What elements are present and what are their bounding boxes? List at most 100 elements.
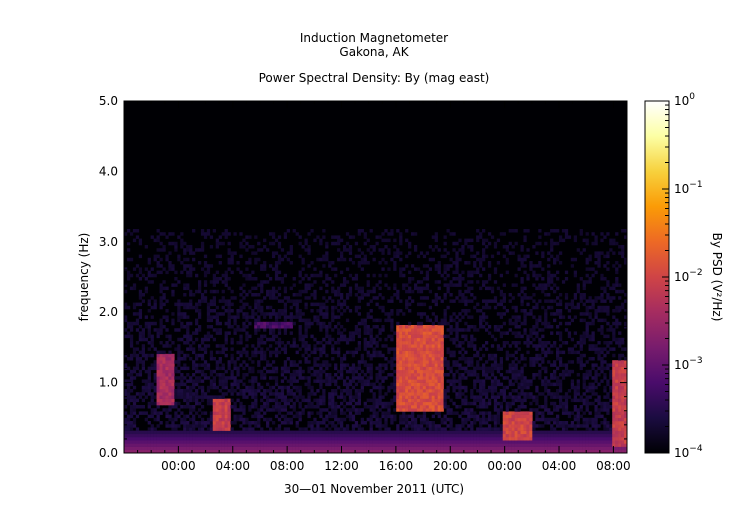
heatmap-cell bbox=[502, 331, 506, 335]
heatmap-cell bbox=[511, 360, 515, 364]
heatmap-cell bbox=[375, 379, 379, 383]
heatmap-cell bbox=[289, 421, 293, 425]
heatmap-cell bbox=[212, 443, 217, 447]
heatmap-cell bbox=[195, 430, 199, 435]
heatmap-cell bbox=[239, 350, 243, 355]
heatmap-cell bbox=[369, 382, 373, 387]
heatmap-cell bbox=[218, 443, 222, 447]
heatmap-cell bbox=[319, 437, 323, 441]
heatmap-cell bbox=[138, 309, 143, 313]
heatmap-cell bbox=[378, 421, 382, 425]
heatmap-cell bbox=[212, 299, 217, 303]
heatmap-cell bbox=[186, 286, 190, 291]
heatmap-cell bbox=[351, 373, 356, 377]
heatmap-cell bbox=[425, 315, 430, 319]
heatmap-cell bbox=[268, 430, 273, 435]
heatmap-cell bbox=[177, 414, 181, 419]
heatmap-cell bbox=[150, 273, 154, 278]
heatmap-cell bbox=[168, 395, 172, 399]
heatmap-cell bbox=[399, 414, 403, 419]
heatmap-cell bbox=[165, 341, 169, 345]
heatmap-cell bbox=[514, 325, 518, 329]
heatmap-cell bbox=[508, 392, 512, 396]
heatmap-cell bbox=[132, 417, 137, 422]
heatmap-cell bbox=[482, 369, 486, 374]
heatmap-cell bbox=[375, 401, 379, 406]
heatmap-cell bbox=[431, 353, 435, 358]
heatmap-cell bbox=[271, 289, 276, 294]
heatmap-cell bbox=[337, 427, 341, 431]
heatmap-cell bbox=[180, 325, 184, 329]
heatmap-cell bbox=[129, 373, 134, 377]
heatmap-cell bbox=[242, 238, 246, 243]
heatmap-cell bbox=[171, 449, 175, 454]
heatmap-cell bbox=[434, 238, 438, 243]
heatmap-cell bbox=[153, 257, 157, 262]
heatmap-cell bbox=[443, 312, 447, 316]
heatmap-cell bbox=[437, 296, 441, 300]
heatmap-cell bbox=[195, 443, 199, 447]
heatmap-cell bbox=[470, 299, 474, 303]
heatmap-cell bbox=[411, 232, 415, 236]
heatmap-cell bbox=[301, 398, 305, 403]
heatmap-cell bbox=[165, 235, 169, 239]
heatmap-cell bbox=[186, 440, 190, 444]
heatmap-cell bbox=[508, 379, 512, 383]
heatmap-cell bbox=[354, 328, 359, 332]
heatmap-cell bbox=[319, 341, 323, 345]
heatmap-cell bbox=[342, 430, 347, 435]
heatmap-cell bbox=[496, 238, 501, 243]
heatmap-cell bbox=[319, 430, 323, 435]
heatmap-cell bbox=[357, 232, 362, 236]
heatmap-cell bbox=[357, 286, 362, 291]
heatmap-cell bbox=[224, 280, 228, 284]
heatmap-cell bbox=[499, 331, 504, 335]
heatmap-cell bbox=[461, 376, 465, 380]
heatmap-cell bbox=[402, 337, 406, 342]
heatmap-cell bbox=[411, 382, 415, 387]
heatmap-cell bbox=[487, 446, 492, 451]
heatmap-cell bbox=[203, 421, 208, 425]
heatmap-cell bbox=[171, 430, 175, 435]
heatmap-cell bbox=[529, 414, 533, 419]
heatmap-cell bbox=[369, 408, 373, 412]
heatmap-cell bbox=[319, 286, 323, 291]
heatmap-cell bbox=[189, 273, 193, 278]
heatmap-cell bbox=[493, 379, 498, 383]
heatmap-cell bbox=[159, 299, 163, 303]
heatmap-cell bbox=[298, 360, 302, 364]
heatmap-cell bbox=[484, 395, 489, 399]
heatmap-cell bbox=[135, 440, 140, 444]
heatmap-cell bbox=[520, 373, 524, 377]
heatmap-cell bbox=[523, 328, 527, 332]
heatmap-cell bbox=[159, 446, 163, 451]
heatmap-cell bbox=[502, 430, 506, 435]
heatmap-cell bbox=[487, 414, 492, 419]
heatmap-cell bbox=[416, 366, 421, 371]
heatmap-cell bbox=[452, 353, 456, 358]
heatmap-cell bbox=[422, 337, 427, 342]
heatmap-cell bbox=[458, 357, 462, 361]
heatmap-cell bbox=[295, 395, 299, 399]
heatmap-cell bbox=[245, 248, 249, 252]
heatmap-cell bbox=[526, 414, 530, 419]
heatmap-cell bbox=[511, 382, 515, 387]
heatmap-cell bbox=[452, 411, 456, 415]
heatmap-cell bbox=[325, 366, 329, 371]
heatmap-cell bbox=[428, 334, 433, 339]
heatmap-cell bbox=[283, 405, 288, 409]
heatmap-cell bbox=[416, 392, 421, 396]
heatmap-cell bbox=[496, 401, 501, 406]
heatmap-cell bbox=[310, 389, 314, 393]
heatmap-cell bbox=[236, 369, 240, 374]
heatmap-cell bbox=[396, 334, 400, 339]
heatmap-cell bbox=[313, 315, 317, 319]
heatmap-cell bbox=[490, 299, 495, 303]
heatmap-cell bbox=[482, 305, 486, 310]
heatmap-cell bbox=[147, 369, 151, 374]
heatmap-cell bbox=[446, 405, 450, 409]
heatmap-cell bbox=[387, 401, 391, 406]
heatmap-cell bbox=[313, 238, 317, 243]
heatmap-cell bbox=[126, 270, 131, 275]
heatmap-cell bbox=[369, 299, 373, 303]
